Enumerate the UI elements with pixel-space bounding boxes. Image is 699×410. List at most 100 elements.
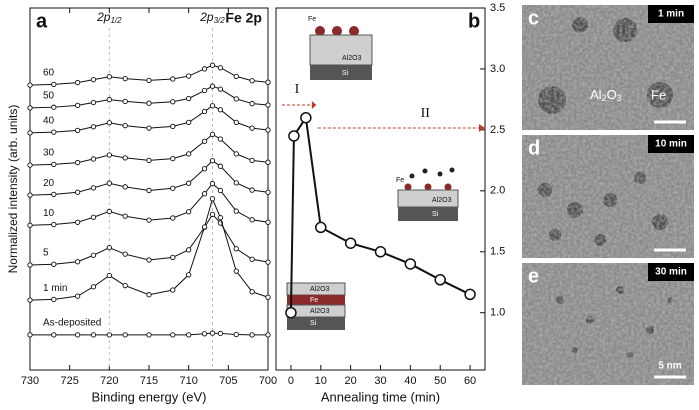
spectrum-point: [146, 217, 152, 223]
spectrum-point: [201, 138, 208, 144]
spectrum-point: [27, 105, 33, 111]
series-label: 60: [43, 68, 55, 79]
x-tick-label: 730: [21, 375, 39, 387]
y-tick-label: 2.5: [490, 124, 505, 136]
tem-images: c 1 min Al2O3 Fe d 10 min e 30 min 5 nm: [522, 5, 694, 385]
schematic-label: Fe: [310, 297, 318, 304]
spectrum-point: [90, 124, 97, 130]
spectrum-point: [233, 73, 239, 80]
layer: [287, 317, 345, 330]
x-tick-label: 60: [464, 375, 476, 387]
x-tick-label: 705: [219, 375, 237, 387]
x-tick-label: 30: [374, 375, 386, 387]
spectrum-point: [249, 289, 255, 295]
schematic-mid: Fe Al2O3 Si: [396, 167, 459, 221]
spectrum-point: [249, 332, 255, 338]
spectrum-point: [170, 123, 176, 130]
layer: [287, 295, 345, 305]
spectrum-point: [51, 261, 57, 267]
y-tick-label: 1.0: [490, 307, 505, 319]
spectrum-point: [209, 196, 216, 202]
spectrum-point: [201, 66, 208, 72]
spectrum-point: [170, 332, 176, 338]
spectrum-point: [90, 284, 97, 290]
spectrum-point: [217, 65, 224, 71]
spectrum-point: [186, 209, 192, 215]
schematic-bottom: Al2O3 Fe Al2O3 Si: [286, 282, 346, 330]
spectrum-point: [186, 272, 192, 278]
series-label: 20: [43, 178, 55, 189]
spectrum-point: [106, 120, 112, 126]
particle: [315, 26, 325, 36]
tem-texture: [522, 263, 694, 385]
y-tick-label: 1.5: [490, 246, 505, 258]
spectrum-point: [209, 180, 216, 187]
spectrum-point: [265, 189, 271, 195]
schematic-label: Al2O3: [342, 55, 362, 62]
panel-letter: d: [528, 137, 540, 159]
series-label: As-deposited: [43, 318, 101, 329]
spectrum-point: [201, 331, 208, 337]
spectrum-point: [209, 158, 216, 164]
time-label: 30 min: [655, 267, 687, 278]
spectrum-point: [209, 131, 216, 137]
particle: [437, 171, 443, 177]
spectrum-point: [233, 96, 239, 102]
panel-letter: b: [468, 10, 480, 32]
spectrum-point: [186, 180, 192, 186]
x-tick-label: 10: [315, 375, 327, 387]
data-point: [434, 274, 446, 286]
particle: [422, 168, 428, 174]
x-tick-label: 710: [179, 375, 197, 387]
spectrum-point: [90, 332, 97, 338]
spectrum-point: [90, 99, 97, 106]
spectrum-point: [74, 332, 81, 338]
spectrum-point: [249, 157, 255, 164]
x-axis-label: Annealing time (min): [321, 389, 440, 404]
image-label-part: 3: [617, 93, 622, 103]
spectrum-point: [146, 125, 152, 131]
spectrum-point: [209, 330, 216, 336]
particle: [332, 26, 342, 36]
spectrum-point: [90, 185, 97, 191]
series-label: 10: [43, 208, 55, 219]
schematic-label: Fe: [308, 16, 316, 23]
spectrum-point: [265, 332, 271, 338]
spectrum-point: [170, 99, 176, 105]
spectrum-point: [209, 83, 216, 89]
peak-label-main: 2p: [199, 10, 214, 24]
spectrum-point: [186, 151, 192, 157]
spectrum-point: [122, 155, 128, 161]
spectrum-point: [106, 152, 112, 158]
image-label-part: O: [607, 87, 617, 102]
time-label: 1 min: [658, 9, 684, 20]
spectrum-point: [51, 104, 57, 110]
spectrum-point: [146, 187, 152, 194]
spectrum-point: [106, 244, 112, 251]
annotation: II: [421, 106, 431, 121]
scale-label: 5 nm: [658, 361, 681, 372]
spectrum-point: [122, 123, 128, 129]
spectrum-point: [233, 268, 239, 274]
schematic-label: Al2O3: [310, 286, 330, 293]
peak-label: 2p3/2: [199, 10, 225, 25]
spectrum-point: [51, 81, 57, 88]
particle: [449, 167, 455, 173]
x-tick-label: 40: [404, 375, 416, 387]
spectrum-point: [265, 259, 271, 265]
spectrum-point: [201, 87, 208, 94]
image-label-part: 2: [602, 93, 607, 103]
data-point: [285, 306, 297, 319]
tem-texture: [522, 5, 694, 130]
spectrum-point: [51, 332, 57, 338]
peak-label-sub: 3/2: [214, 16, 226, 25]
spectrum-point: [233, 246, 239, 252]
spectrum-point: [217, 86, 224, 92]
layer: [310, 65, 372, 80]
time-label: 10 min: [655, 139, 687, 150]
spectrum-point: [186, 247, 192, 253]
image-label: Fe: [651, 87, 666, 102]
panel-letter: c: [528, 7, 539, 29]
spectrum-point: [209, 211, 216, 217]
